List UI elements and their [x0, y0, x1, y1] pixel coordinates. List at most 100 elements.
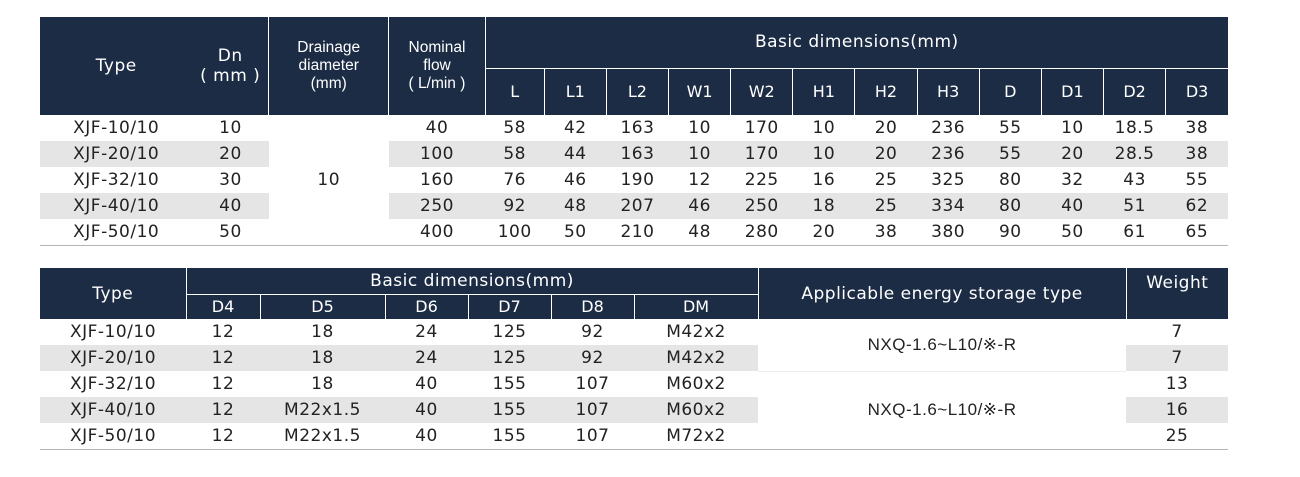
cell-dn: 30	[219, 170, 242, 190]
cell-dim: 42	[563, 118, 587, 138]
cell-flow: 160	[420, 170, 454, 190]
cell-dim: M60x2	[666, 374, 726, 394]
cell-dim: 50	[1041, 219, 1104, 246]
cell-type: XJF-32/10	[73, 170, 160, 190]
cell-dim: 65	[1165, 219, 1228, 246]
cell-dim: 18	[792, 193, 855, 219]
header-basic-dimensions: Basic dimensions(mm)	[185, 268, 759, 295]
table-row: XJF-40/10 12 M22x1.5 40 155 107 M60x2 16	[40, 397, 1229, 423]
cell-dim: 170	[744, 118, 779, 138]
header-dim-l2: L2	[605, 68, 669, 115]
cell-dim: 20	[792, 219, 855, 246]
header-basic-dimensions: Basic dimensions(mm)	[484, 17, 1228, 69]
header-drainage-line3: (mm)	[310, 75, 347, 92]
header-type: Type	[40, 17, 193, 115]
cell-dim: M22x1.5	[260, 423, 385, 450]
header-dn-label: Dn	[217, 46, 243, 66]
header-nominal-flow: Nominal flow ( L/min )	[388, 17, 486, 115]
cell-dim: 92	[581, 322, 604, 342]
table-row: XJF-50/10 12 M22x1.5 40 155 107 M72x2 25	[40, 423, 1229, 450]
table-row: XJF-10/10 10 10 40 58 42 163 10 170 10 2…	[40, 115, 1228, 246]
cell-weight: 13	[1165, 374, 1189, 394]
cell-dim: 90	[979, 219, 1042, 246]
table-row: XJF-10/10 12 18 24 125 92 M42x2 NXQ-1.6~…	[40, 319, 1228, 372]
cell-dim: 55	[1185, 170, 1209, 190]
header-type: Type	[40, 268, 186, 319]
cell-dim: 55	[979, 141, 1042, 167]
cell-dim: 210	[606, 219, 669, 246]
header-nominal-line3: ( L/min )	[408, 75, 466, 92]
cell-dim: 155	[468, 397, 551, 423]
header-dim-d5: D5	[259, 294, 385, 319]
cell-dim: 190	[620, 170, 655, 190]
cell-dim: 107	[575, 374, 610, 394]
cell-dim: 20	[1041, 141, 1104, 167]
cell-type: XJF-32/10	[69, 374, 157, 394]
cell-dim: 20	[874, 118, 898, 138]
header-applicable-energy-storage-type: Applicable energy storage type	[757, 268, 1127, 319]
cell-weight: 25	[1126, 423, 1229, 450]
cell-weight: 7	[1171, 322, 1183, 342]
header-dim-l1: L1	[543, 68, 607, 115]
cell-dim: 125	[492, 322, 527, 342]
cell-dim: 207	[606, 193, 669, 219]
cell-type: XJF-50/10	[40, 219, 193, 246]
header-dim-h3: H3	[916, 68, 980, 115]
dimensions-table-1: Type Dn ( mm ) Drainage diameter (mm) No…	[40, 17, 1228, 246]
cell-dim: 236	[931, 118, 966, 138]
cell-dim: 58	[485, 141, 545, 167]
cell-dim: 38	[1165, 141, 1228, 167]
cell-type: XJF-10/10	[69, 322, 157, 342]
cell-dim: 20	[854, 141, 918, 167]
cell-dim: 12	[688, 170, 711, 190]
header-dim-d2: D2	[1102, 68, 1166, 115]
cell-dim: 50	[544, 219, 607, 246]
cell-dim: 12	[186, 423, 260, 450]
header-nominal-line2: flow	[423, 57, 451, 74]
header-drainage-diameter: Drainage diameter (mm)	[268, 17, 389, 115]
cell-dim: 24	[415, 322, 438, 342]
cell-flow: 250	[388, 193, 486, 219]
cell-dim: M42x2	[634, 345, 759, 371]
cell-type: XJF-10/10	[73, 118, 160, 138]
cell-dim: 12	[186, 345, 260, 371]
cell-dim: 12	[186, 397, 260, 423]
header-dim-d7: D7	[467, 294, 551, 319]
header-dim-w1: W1	[668, 68, 731, 115]
header-dim-d8: D8	[550, 294, 634, 319]
cell-dim: 155	[468, 423, 551, 450]
table-row: XJF-20/10 20 100 58 44 163 10 170 10 20 …	[40, 141, 1228, 167]
header-dim-h1: H1	[792, 68, 855, 115]
cell-dim: 55	[998, 118, 1022, 138]
cell-dim: 48	[668, 219, 731, 246]
header-dn: Dn ( mm )	[192, 17, 269, 115]
cell-type: XJF-50/10	[40, 423, 186, 450]
cell-dim: 10	[792, 141, 855, 167]
cell-dim: 163	[620, 118, 655, 138]
cell-dim: 28.5	[1103, 141, 1166, 167]
cell-dim: 12	[211, 322, 235, 342]
cell-dim: M72x2	[634, 423, 759, 450]
cell-dim: 32	[1061, 170, 1084, 190]
table-row: XJF-32/10 30 160 76 46 190 12 225 16 25 …	[40, 167, 1228, 193]
cell-dim: 46	[668, 193, 731, 219]
header-dim-d4: D4	[185, 294, 260, 319]
cell-dn: 10	[219, 118, 242, 138]
table-row: XJF-20/10 12 18 24 125 92 M42x2 7	[40, 345, 1229, 371]
cell-dim: 280	[730, 219, 793, 246]
cell-flow: 400	[388, 219, 486, 246]
cell-dim: 10	[688, 118, 711, 138]
header-nominal-line1: Nominal	[408, 39, 466, 56]
cell-dim: 76	[503, 170, 526, 190]
cell-dim: 250	[730, 193, 793, 219]
cell-applicable-type: NXQ-1.6~L10/※-R	[758, 319, 1127, 372]
cell-dim: 325	[931, 170, 966, 190]
cell-dim: 40	[415, 374, 438, 394]
cell-dim: 44	[544, 141, 607, 167]
cell-type: XJF-20/10	[40, 141, 193, 167]
cell-dim: 163	[606, 141, 669, 167]
cell-dim: 40	[1041, 193, 1104, 219]
header-drainage-line2: diameter	[298, 57, 359, 74]
header-dn-unit: ( mm )	[200, 66, 261, 86]
cell-flow: 100	[388, 141, 486, 167]
